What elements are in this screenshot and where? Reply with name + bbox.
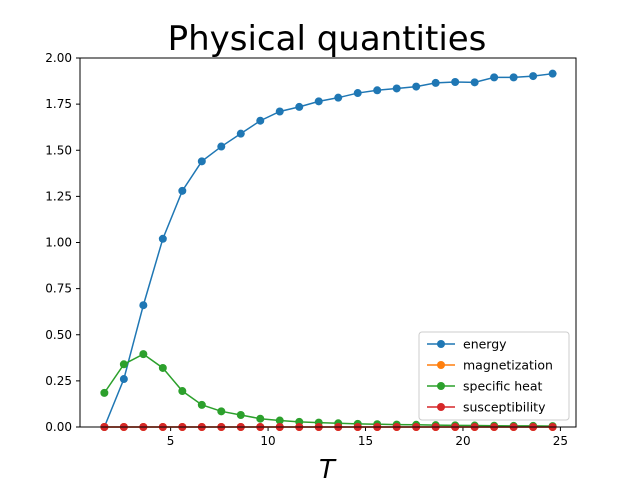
legend-item: specific heat — [427, 379, 542, 394]
y-tick-label: 2.00 — [45, 51, 72, 65]
data-point — [353, 89, 362, 98]
data-point — [548, 69, 557, 78]
data-point — [158, 363, 167, 372]
y-tick-label: 1.75 — [45, 97, 72, 111]
x-axis-label: T — [319, 455, 337, 480]
data-point — [256, 414, 265, 423]
legend-marker — [437, 361, 445, 369]
legend-item: energy — [427, 337, 507, 352]
x-tick-label: 15 — [358, 434, 373, 448]
y-tick-label: 0.75 — [45, 282, 72, 296]
data-point — [197, 400, 206, 409]
data-point — [314, 97, 323, 106]
chart-title: Physical quantities — [168, 19, 487, 59]
legend-box — [418, 331, 570, 421]
data-point — [470, 78, 479, 87]
data-point — [373, 86, 382, 95]
data-point — [295, 102, 304, 111]
y-tick-label: 1.50 — [45, 143, 72, 157]
y-tick-label: 0.00 — [45, 420, 72, 434]
data-point — [490, 73, 499, 82]
legend-label: magnetization — [463, 358, 553, 373]
data-point — [139, 301, 148, 310]
x-tick-label: 5 — [167, 434, 175, 448]
legend-item: magnetization — [427, 358, 553, 373]
legend-marker — [437, 340, 445, 348]
data-point — [119, 375, 128, 384]
data-point — [217, 407, 226, 416]
legend-label: energy — [463, 337, 507, 352]
plot-frame — [79, 57, 577, 428]
data-point — [178, 186, 187, 195]
data-point — [334, 93, 343, 102]
y-tick-label: 1.25 — [45, 189, 72, 203]
data-point — [178, 387, 187, 396]
x-axis: 5 10 15 20 25 — [167, 427, 568, 448]
data-point — [100, 388, 109, 397]
data-point — [217, 142, 226, 151]
x-tick-label: 20 — [455, 434, 470, 448]
data-point — [119, 360, 128, 369]
y-tick-label: 0.25 — [45, 374, 72, 388]
legend-label: susceptibility — [463, 400, 546, 415]
legend-marker — [437, 403, 445, 411]
legend-marker — [437, 382, 445, 390]
data-point — [529, 72, 538, 81]
data-point — [197, 157, 206, 166]
data-point — [412, 82, 421, 91]
y-axis: 0.00 0.25 0.50 0.75 1.00 1.25 1.50 1.75 2.00 — [45, 51, 80, 434]
data-point — [256, 116, 265, 125]
legend: energy magnetization specific heat suscepti… — [418, 331, 570, 421]
legend-item: susceptibility — [427, 400, 546, 415]
data-point — [275, 107, 284, 116]
data-point — [431, 78, 440, 87]
y-tick-label: 1.00 — [45, 236, 72, 250]
data-point — [392, 84, 401, 93]
legend-label: specific heat — [463, 379, 542, 394]
data-point — [275, 416, 284, 425]
data-point — [139, 350, 148, 359]
data-point — [451, 77, 460, 86]
data-point — [509, 73, 518, 82]
series-energy — [100, 69, 557, 431]
data-point — [236, 411, 245, 420]
x-tick-label: 10 — [260, 434, 275, 448]
data-point — [158, 234, 167, 243]
data-point — [236, 129, 245, 138]
x-tick-label: 25 — [553, 434, 568, 448]
y-tick-label: 0.50 — [45, 328, 72, 342]
